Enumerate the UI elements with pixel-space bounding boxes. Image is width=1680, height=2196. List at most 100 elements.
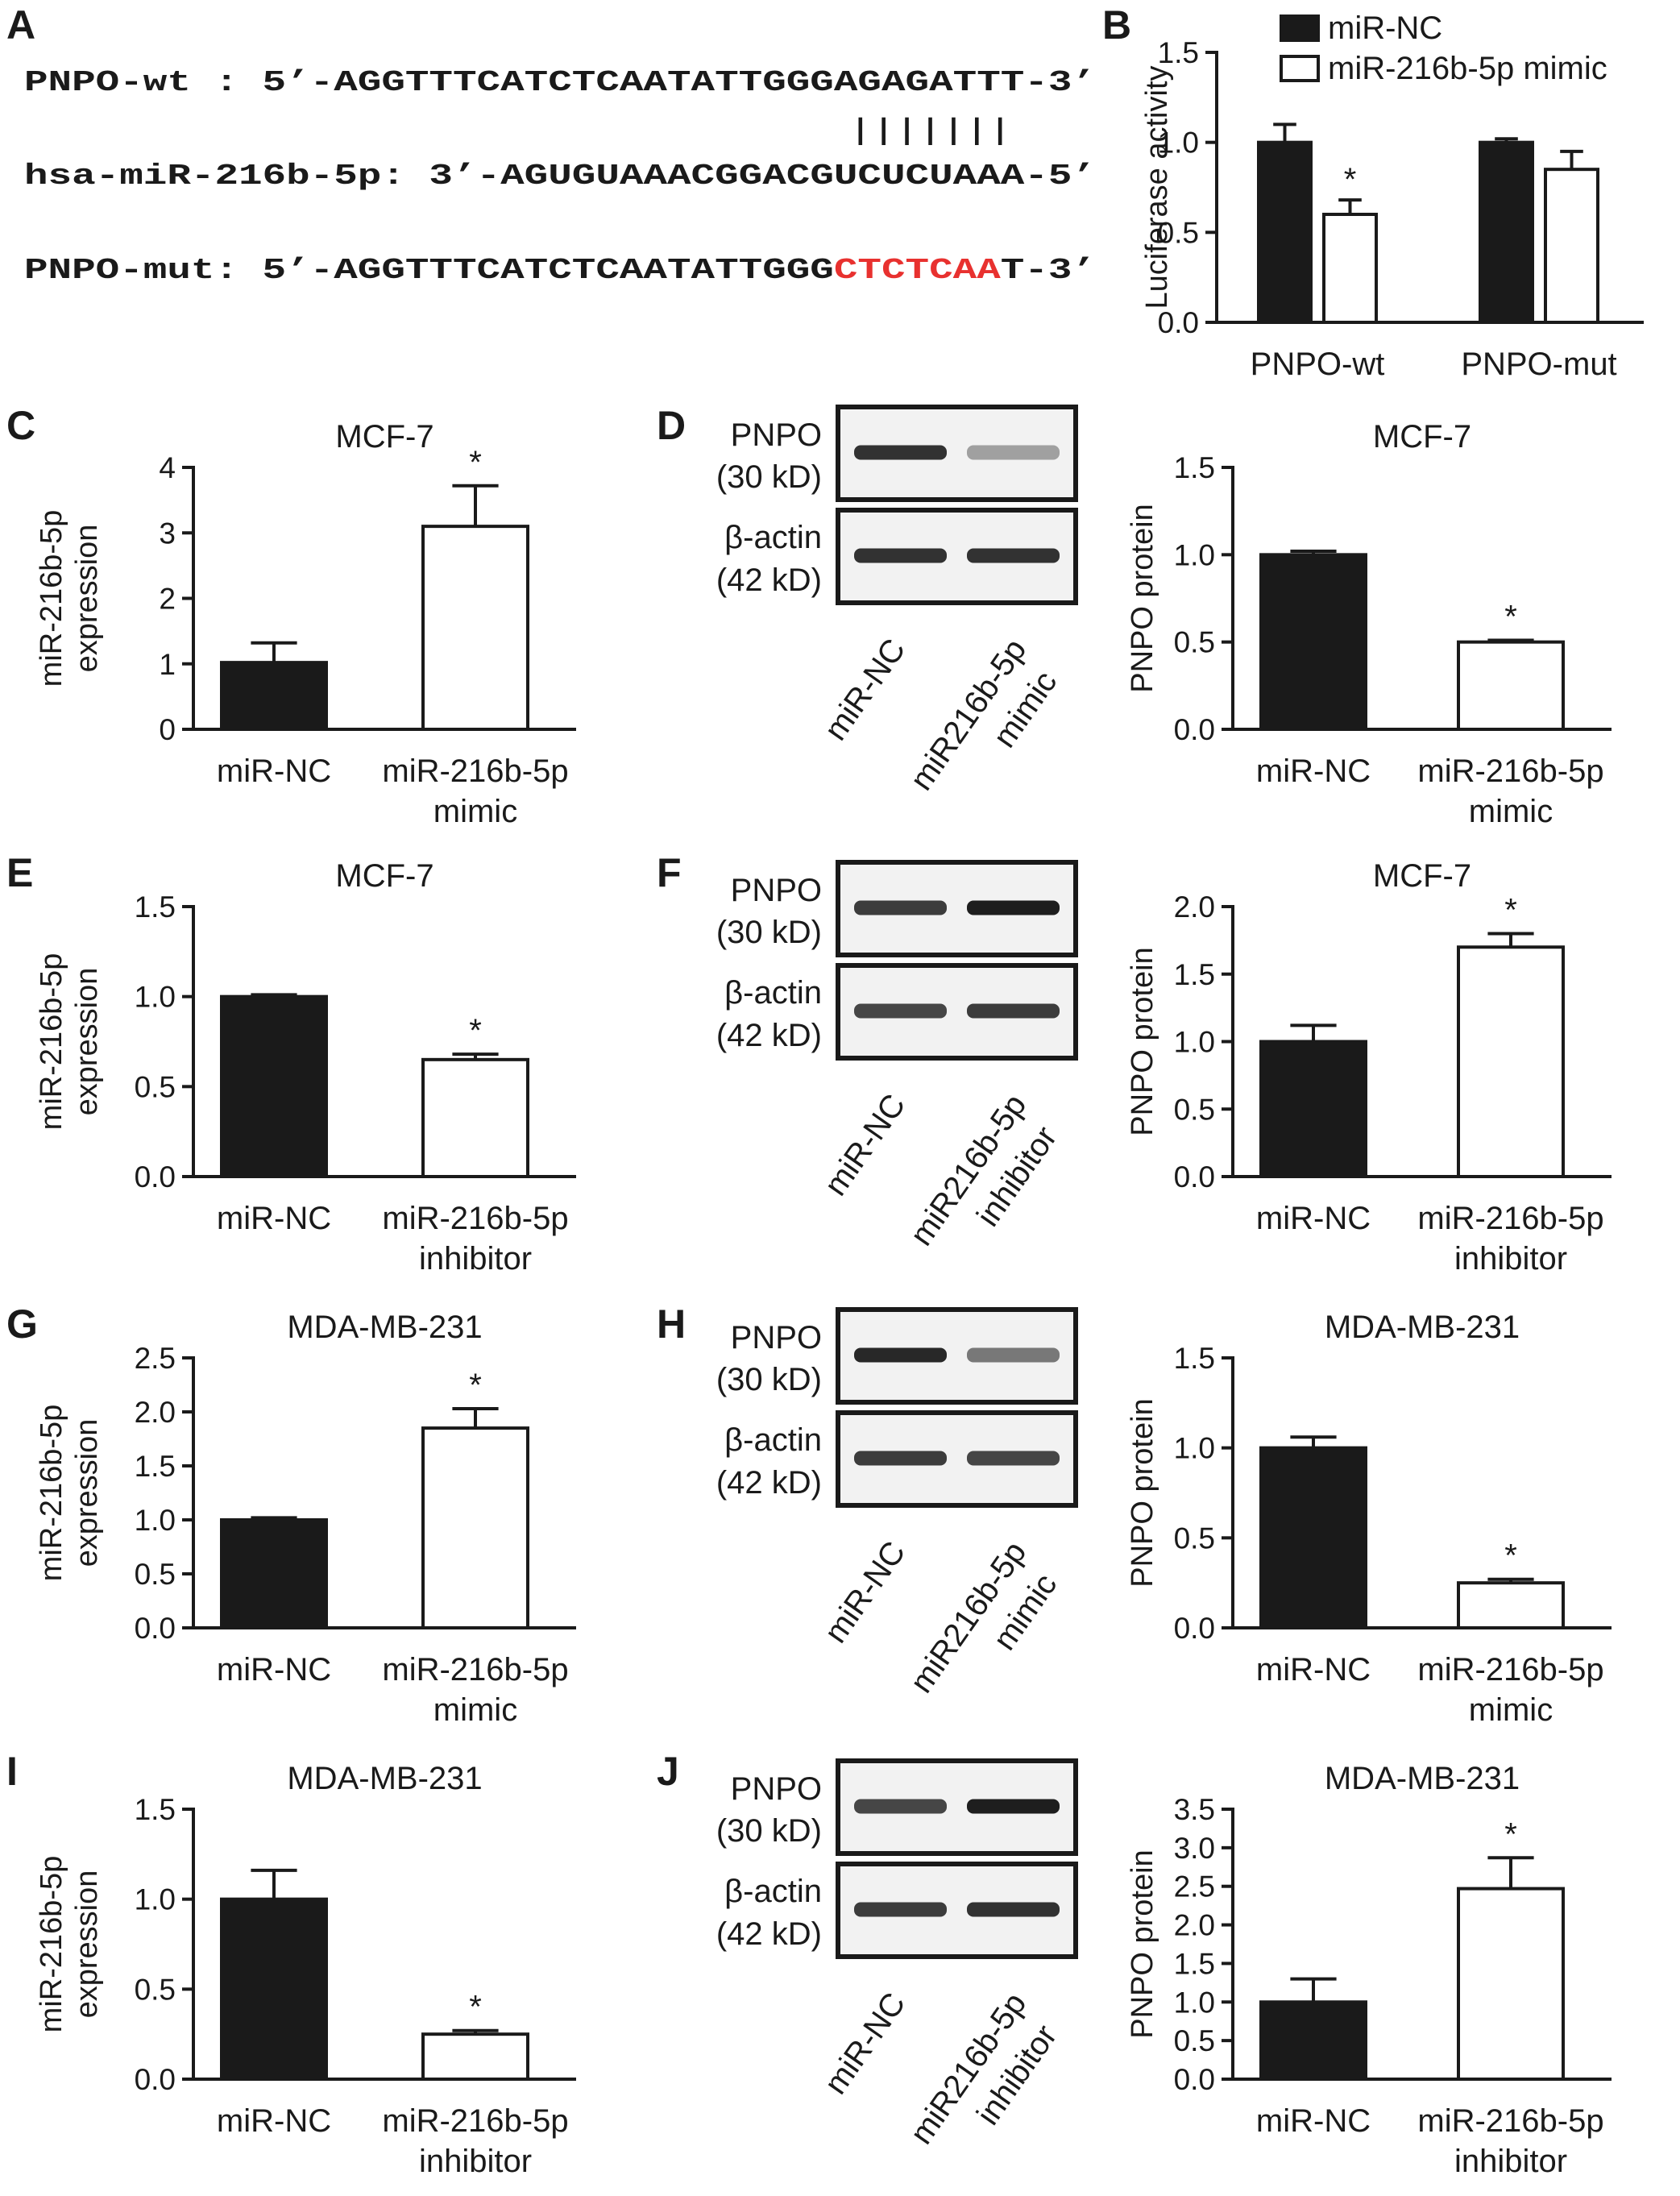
bar (220, 661, 328, 731)
y-tick-label: 1.0 (135, 981, 176, 1014)
blot-band-actin (854, 1902, 947, 1917)
legend-swatch (1280, 15, 1320, 42)
legend-label: miR-216b-5p mimic (1328, 51, 1607, 86)
chart-title: MDA-MB-231 (287, 1761, 482, 1796)
blot-band-pnpo (967, 1347, 1060, 1363)
chart-title: MDA-MB-231 (287, 1310, 482, 1345)
blot-band-pnpo (967, 445, 1060, 460)
panel-letter-E: E (6, 850, 33, 895)
y-tick-label: 0 (159, 713, 176, 746)
y-tick-label: 2.0 (135, 1396, 176, 1429)
mut-sequence-line: PNPO-mut: 5’- AGGTTTCATCTCAATATTGGG CTCTCA… (24, 254, 1096, 287)
x-category-label: inhibitor (419, 1241, 532, 1277)
y-tick-label: 0.0 (1174, 1612, 1215, 1645)
y-tick-label: 0.0 (1174, 713, 1215, 746)
western-blot-H: PNPO(30 kD)β-actin(42 kD)miR-NCmiR216b-5… (716, 1307, 1078, 1700)
y-tick-label: 2.5 (1174, 1870, 1215, 1903)
y-tick-label: 0.5 (1174, 1093, 1215, 1126)
bar (1457, 1581, 1565, 1629)
mut-seq-end: T (1001, 254, 1025, 287)
y-axis-label: expression (70, 1419, 104, 1567)
y-axis-label: miR-216b-5p (35, 1405, 68, 1582)
y-tick-label: 1.5 (1174, 1947, 1215, 1980)
x-category-label: miR-NC (217, 1201, 331, 1236)
blot-band-pnpo (854, 1799, 947, 1814)
panel-letter-I: I (6, 1749, 18, 1794)
blot-band-actin (967, 548, 1060, 563)
x-category-label: miR-216b-5p (382, 1201, 568, 1236)
significance-star: * (469, 445, 482, 480)
sequence-alignment: PNPO-wt : 5’- AGGTTTCATCTCAATATTGGGAGAGAT… (24, 66, 1096, 287)
bar (1457, 945, 1565, 1178)
bar (421, 1057, 529, 1179)
lane-label-control: miR-NC (818, 1088, 913, 1202)
y-tick-label: 2.0 (1174, 890, 1215, 924)
blot-band-actin (967, 1902, 1060, 1917)
mirna-seq: AGUGUAAACGGACGUCUCUAAA (500, 160, 1025, 193)
chart-H: 0.0 0.5 1.0 1.5 PNPO protein MDA-MB-231 miR-NC… (1126, 1310, 1612, 1728)
y-axis-label: Luciferase activity (1140, 65, 1174, 309)
blot-band-pnpo (854, 445, 947, 460)
y-tick-label: 0.5 (1174, 2024, 1215, 2057)
y-tick-label: 0.0 (1174, 2063, 1215, 2096)
x-category-label: mimic (433, 1692, 517, 1728)
y-tick-label: 1.0 (1174, 1026, 1215, 1059)
y-tick-label: 0.0 (135, 1160, 176, 1193)
y-axis-label: expression (70, 525, 104, 673)
y-tick-label: 2.5 (135, 1342, 176, 1375)
blot-label-actin-size: (42 kD) (716, 1465, 822, 1501)
y-tick-label: 2 (159, 583, 176, 616)
mirna-sequence-line: hsa-miR-216b-5p: 3’- AGUGUAAACGGACGUCUCUA… (24, 160, 1096, 193)
blot-label-actin-size: (42 kD) (716, 562, 822, 598)
blot-label-pnpo-size: (30 kD) (716, 1362, 822, 1397)
blot-label-actin: β-actin (724, 1874, 822, 1909)
y-tick-label: 1.0 (1174, 1432, 1215, 1465)
y-tick-label: 0.0 (135, 1612, 176, 1645)
bar (421, 1426, 529, 1629)
lane-label-control: miR-NC (818, 633, 913, 747)
x-category-label: miR-NC (1256, 1201, 1371, 1236)
chart-title: MDA-MB-231 (1325, 1761, 1520, 1796)
y-tick-label: 4 (159, 451, 176, 484)
y-tick-label: 1.5 (135, 1793, 176, 1826)
chart-F: 0.0 0.5 1.0 1.5 2.0 PNPO protein MCF-7 miR-NC * m… (1126, 858, 1612, 1277)
mut-prefix: PNPO-mut: 5’- (24, 254, 334, 287)
bar (1257, 140, 1313, 324)
y-tick-label: 0.5 (1174, 626, 1215, 659)
pairing-bars: ||||||| (852, 114, 1009, 147)
significance-star: * (469, 1013, 482, 1048)
y-tick-label: 1 (159, 648, 176, 681)
panel-letter-G: G (6, 1301, 38, 1347)
significance-star: * (1504, 1816, 1517, 1852)
panel-letter-A: A (6, 2, 35, 48)
y-tick-label: 1.5 (1174, 958, 1215, 991)
blot-label-actin-size: (42 kD) (716, 1916, 822, 1952)
panel-letter-J: J (657, 1749, 679, 1794)
western-blot-D: PNPO(30 kD)β-actin(42 kD)miR-NCmiR216b-5… (716, 405, 1078, 797)
y-tick-label: 1.5 (1174, 1342, 1215, 1375)
bar (1457, 640, 1565, 732)
panel-letter-D: D (657, 403, 686, 448)
y-axis-label: miR-216b-5p (35, 1856, 68, 2033)
mirna-suffix: -5’ (1024, 160, 1096, 193)
y-axis-label: PNPO protein (1126, 504, 1159, 692)
significance-star: * (1504, 600, 1517, 635)
x-category-label: miR-NC (217, 753, 331, 789)
blot-band-actin (854, 1003, 947, 1019)
y-tick-label: 1.5 (1158, 36, 1199, 69)
blot-label-pnpo: PNPO (731, 873, 822, 908)
panel-letter-C: C (6, 403, 35, 448)
x-category-label: PNPO-wt (1251, 347, 1385, 382)
y-axis-label: expression (70, 968, 104, 1116)
y-axis-label: PNPO protein (1126, 1398, 1159, 1587)
mut-suffix: -3’ (1024, 254, 1096, 287)
y-axis-label: PNPO protein (1126, 947, 1159, 1135)
wt-sequence-line: PNPO-wt : 5’- AGGTTTCATCTCAATATTGGGAGAGAT… (24, 66, 1096, 99)
chart-title: MDA-MB-231 (1325, 1310, 1520, 1345)
